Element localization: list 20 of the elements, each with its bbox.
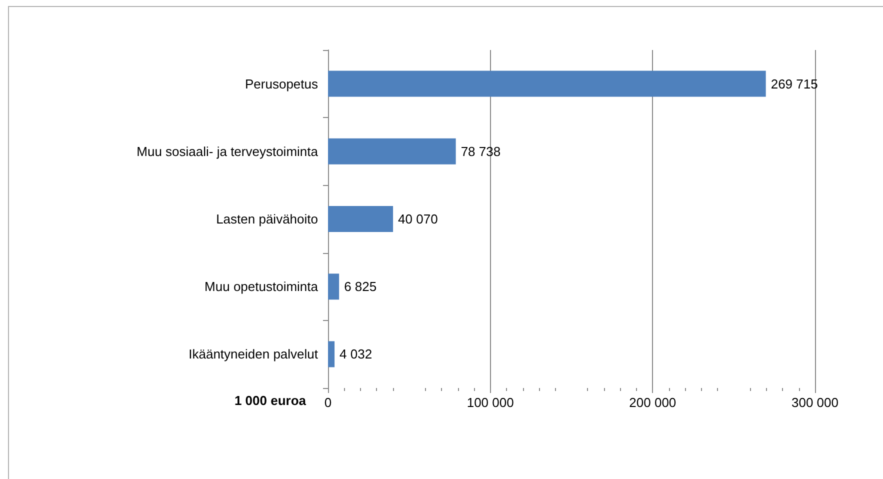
bar [328, 274, 340, 300]
x-tick-label: 300 000 [792, 395, 838, 410]
data-label: 6 825 [344, 279, 377, 294]
x-axis-title: 1 000 euroa [234, 393, 307, 408]
bar [328, 138, 456, 164]
bar [328, 206, 394, 232]
y-tick-label: Muu opetustoiminta [204, 279, 319, 294]
bar [328, 70, 766, 97]
data-label: 269 715 [770, 76, 818, 92]
data-label: 78 738 [460, 144, 501, 159]
y-tick-label: Ikääntyneiden palvelut [188, 346, 318, 362]
y-tick-label: Muu sosiaali- ja terveystoiminta [136, 144, 319, 159]
data-label: 40 070 [398, 212, 438, 226]
bar [328, 341, 335, 368]
y-tick-label: Perusopetus [245, 76, 318, 92]
x-tick-label: 0 [324, 395, 332, 410]
y-tick-label: Lasten päivähoito [216, 212, 318, 226]
data-label: 4 032 [340, 346, 372, 362]
x-tick-label: 100 000 [466, 395, 514, 410]
x-tick-label: 200 000 [629, 395, 676, 410]
